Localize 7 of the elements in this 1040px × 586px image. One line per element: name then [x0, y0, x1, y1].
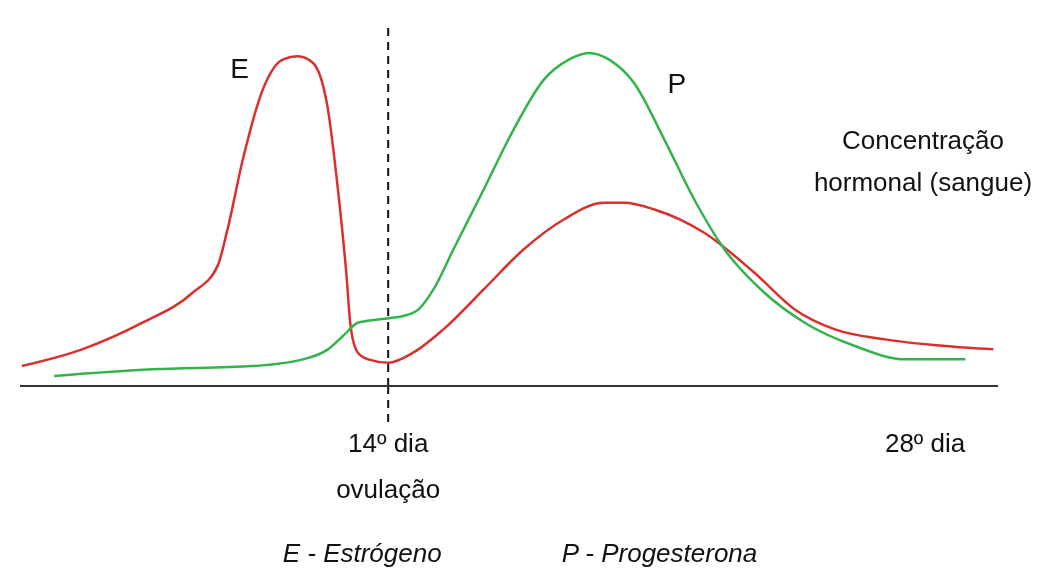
x-tick-label: 28º dia	[884, 428, 966, 458]
text: P - Progesterona	[561, 538, 758, 569]
text: E - Estrógeno	[282, 538, 442, 569]
x-tick-label: 14º dia ovulação	[336, 428, 441, 504]
series-label: E	[230, 53, 250, 85]
series-label: P	[667, 67, 687, 99]
y-axis-title: Concentração hormonal (sangue)	[812, 124, 1034, 199]
